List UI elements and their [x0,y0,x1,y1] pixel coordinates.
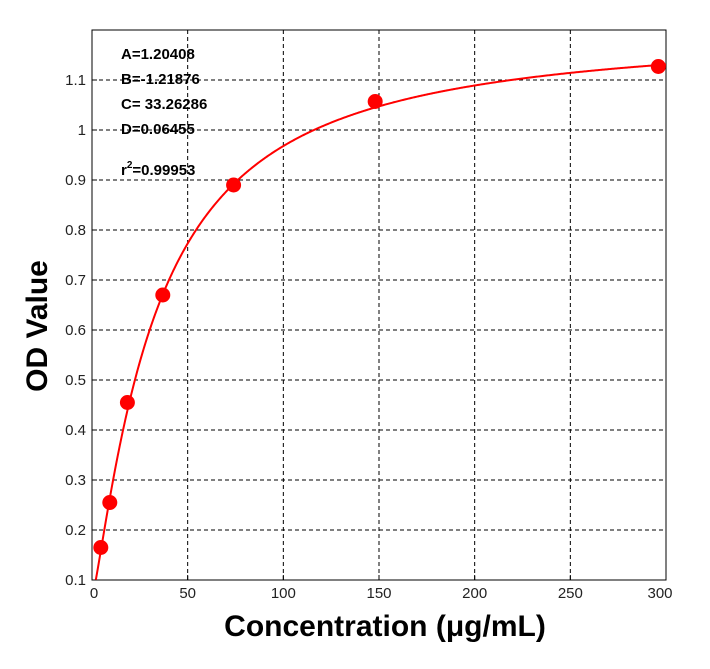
grid-lines [92,30,666,580]
y-tick-label: 0.3 [65,472,86,489]
annotation-r2: r2=0.99953 [121,160,195,179]
x-axis-title: Concentration (μg/mL) [224,610,546,643]
data-point [119,395,135,410]
annotation-c: C= 33.26286 [121,96,207,113]
annotation-d: D=0.06455 [121,121,195,138]
y-tick-label: 0.9 [65,172,86,189]
x-tick-label: 0 [90,585,98,602]
data-point [102,495,118,510]
annotation-a: A=1.20408 [121,46,195,63]
y-tick-label: 1 [78,122,86,139]
annotation-b: B=-1.21876 [121,71,200,88]
x-tick-label: 200 [462,585,487,602]
data-point [650,59,666,74]
y-tick-label: 0.1 [65,572,86,589]
y-tick-label: 0.5 [65,372,86,389]
data-point [226,177,242,193]
y-tick-label: 0.7 [65,272,86,289]
data-point [155,287,171,303]
y-tick-label: 0.6 [65,322,86,339]
x-tick-label: 250 [558,585,583,602]
y-tick-label: 0.2 [65,522,86,539]
r2-prefix: r [121,162,127,179]
x-tick-label: 100 [271,585,296,602]
y-tick-label: 0.8 [65,222,86,239]
x-tick-label: 300 [647,585,672,602]
r2-superscript: 2 [127,160,133,171]
y-tick-label: 0.4 [65,422,86,439]
r2-value: =0.99953 [132,162,195,179]
x-tick-label: 150 [366,585,391,602]
data-point [93,540,109,555]
y-axis-title: OD Value [21,260,54,392]
data-points-layer [93,59,666,555]
data-point [367,94,383,109]
y-tick-label: 1.1 [65,72,86,89]
x-tick-label: 50 [179,585,196,602]
axis-ticks: 0 50 100 150 200 250 300 0.1 0.2 0.3 0.4 0.5 0.6 0.7 0… [65,72,672,602]
